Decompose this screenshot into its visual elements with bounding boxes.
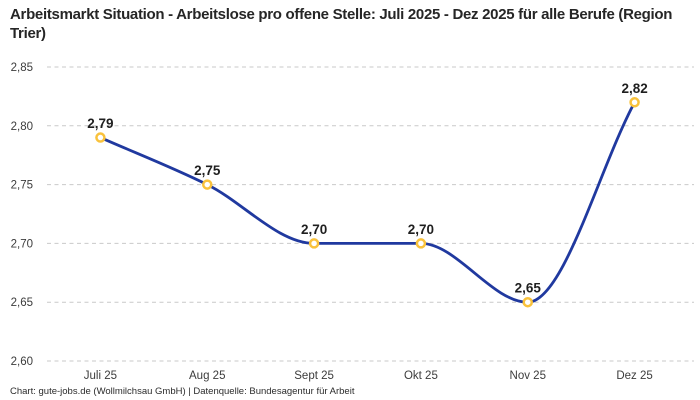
data-point-marker — [522, 296, 533, 308]
x-tick-label: Juli 25 — [84, 370, 117, 382]
data-point-label: 2,79 — [87, 116, 113, 131]
data-point-marker — [202, 179, 213, 190]
y-tick-label: 2,80 — [11, 121, 33, 133]
y-tick-label: 2,75 — [11, 180, 33, 192]
y-tick-label: 2,85 — [11, 62, 33, 74]
y-tick-label: 2,60 — [11, 356, 33, 368]
x-tick-label: Sept 25 — [294, 370, 334, 382]
data-point-label: 2,82 — [621, 81, 647, 96]
data-point-label: 2,70 — [301, 222, 327, 237]
x-tick-label: Dez 25 — [616, 370, 652, 382]
y-tick-label: 2,65 — [11, 297, 33, 309]
data-point-marker — [95, 132, 106, 143]
trend-line — [99, 100, 636, 304]
y-tick-label: 2,70 — [11, 238, 33, 250]
x-tick-label: Okt 25 — [404, 370, 438, 382]
chart-footer: Chart: gute-jobs.de (Wollmilchsau GmbH) … — [10, 386, 355, 397]
data-point-label: 2,65 — [515, 281, 542, 296]
data-point-marker — [308, 238, 320, 249]
x-tick-label: Nov 25 — [510, 370, 546, 382]
chart-title: Arbeitsmarkt Situation - Arbeitslose pro… — [10, 6, 673, 42]
data-point-label: 2,70 — [408, 222, 434, 237]
data-point-marker — [415, 238, 427, 249]
x-tick-label: Aug 25 — [189, 370, 225, 382]
data-point-marker — [629, 97, 640, 108]
data-point-label: 2,75 — [194, 163, 221, 178]
